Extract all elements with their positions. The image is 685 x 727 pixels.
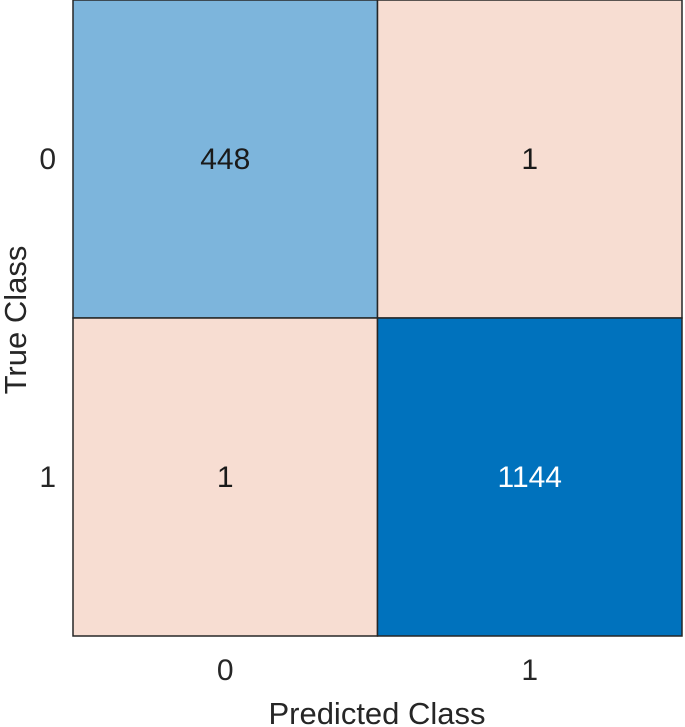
y-axis-title: True Class (0, 246, 33, 395)
matrix-cells (72, 0, 683, 637)
matrix-cell-1-0 (72, 317, 379, 637)
matrix-cell-0-0 (72, 0, 379, 319)
x-tick-label-1: 1 (521, 654, 538, 687)
y-tick-label-1: 1 (39, 461, 56, 494)
y-tick-labels: 01 (39, 143, 56, 494)
matrix-value-1-0: 1 (217, 461, 234, 494)
x-tick-label-0: 0 (217, 654, 234, 687)
matrix-value-0-0: 448 (200, 143, 250, 176)
matrix-value-1-1: 1144 (497, 461, 562, 494)
x-axis-title: Predicted Class (268, 696, 485, 727)
matrix-cell-0-1 (376, 0, 683, 319)
matrix-value-0-1: 1 (521, 143, 538, 176)
matrix-values: 448 1 1 1144 (200, 143, 562, 494)
y-tick-label-0: 0 (39, 143, 56, 176)
matrix-cell-1-1 (376, 317, 683, 637)
